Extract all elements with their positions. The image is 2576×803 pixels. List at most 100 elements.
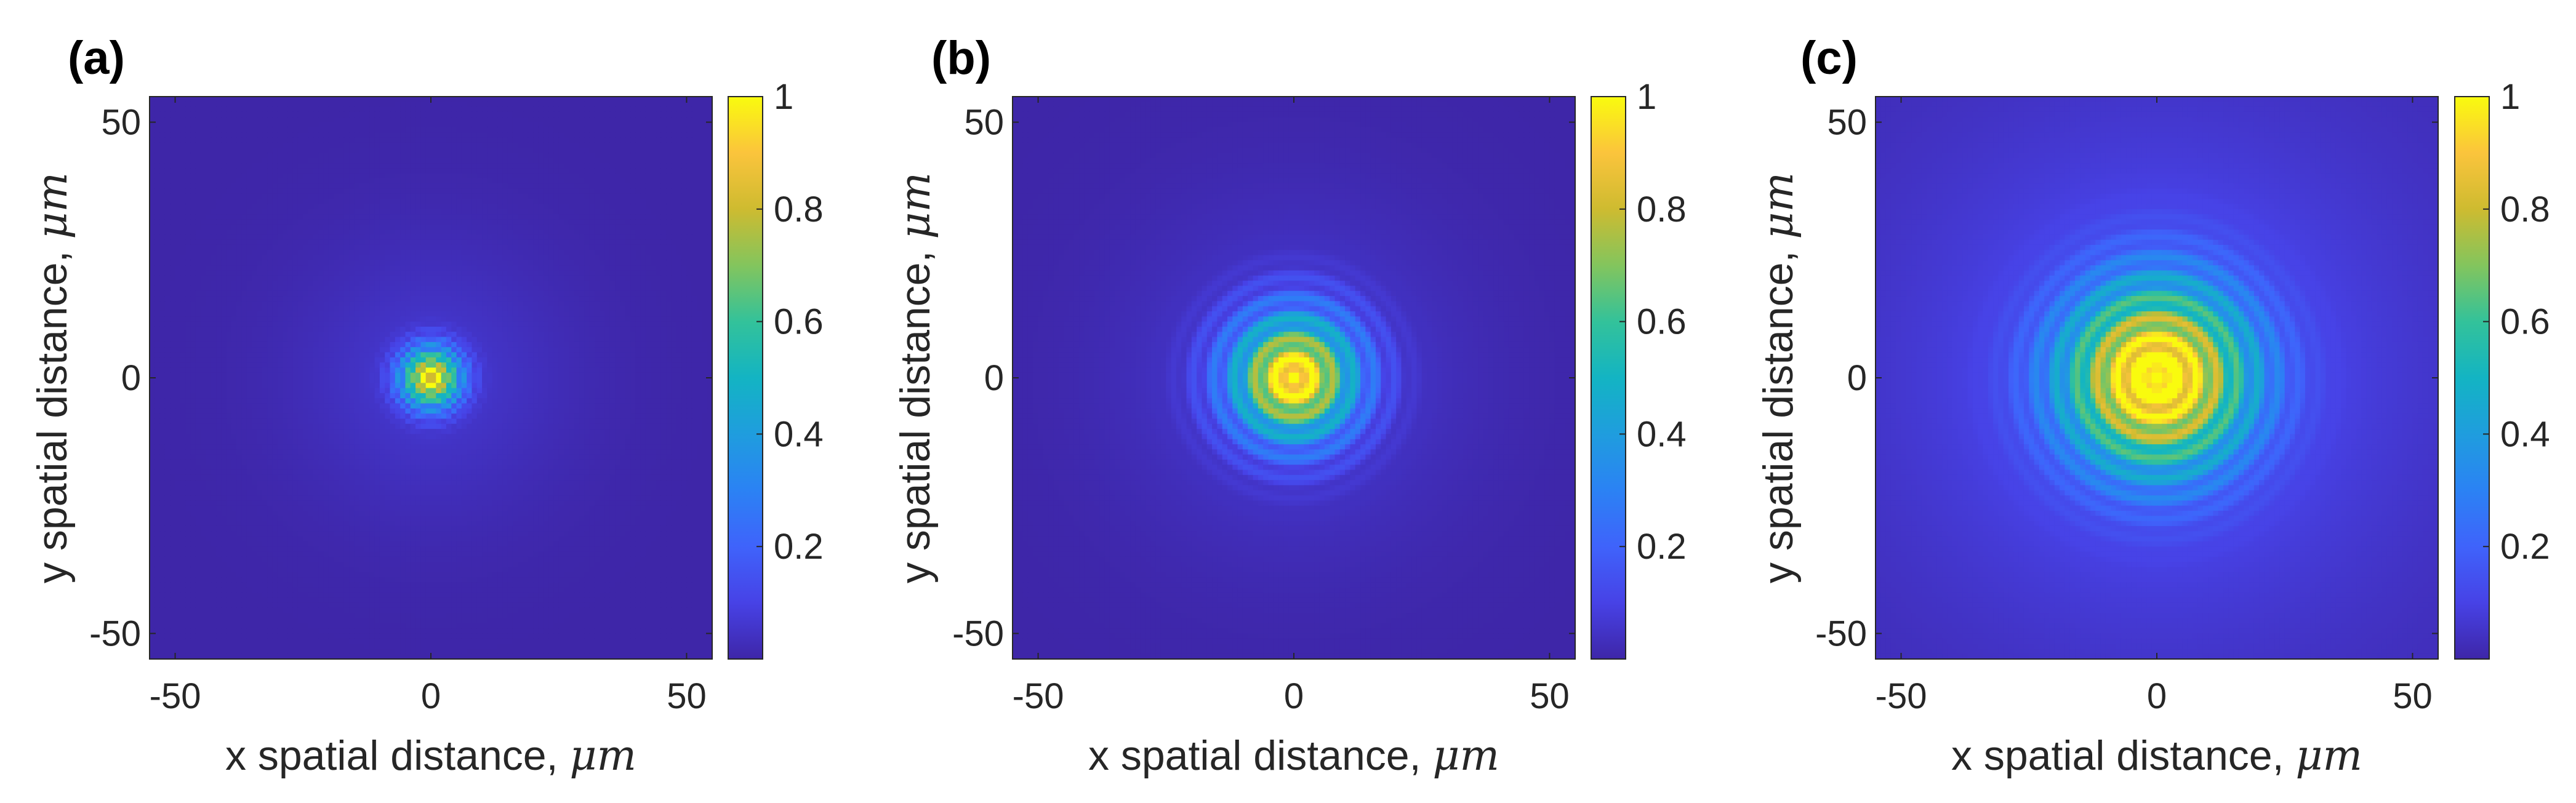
heatmap-cell [589,137,595,143]
heatmap-cell [528,173,534,179]
heatmap-cell [231,230,237,235]
heatmap-cell [374,270,380,276]
heatmap-cell [681,106,688,113]
heatmap-cell [334,301,340,307]
heatmap-cell [543,234,549,241]
heatmap-cell [507,230,513,235]
heatmap-cell [446,239,452,246]
heatmap-cell [660,209,667,215]
heatmap-cell [702,168,708,174]
heatmap-cell [533,250,539,256]
heatmap-cell [666,178,672,184]
heatmap-cell [359,301,365,307]
heatmap-cell [487,183,493,190]
heatmap-cell [334,127,340,133]
heatmap-cell [523,234,529,241]
heatmap-cell [528,199,534,205]
heatmap-cell [195,97,201,102]
heatmap-cell [252,193,258,199]
heatmap-cell [231,127,237,133]
heatmap-cell [518,316,524,322]
heatmap-cell [272,193,278,199]
heatmap-cell [379,142,385,148]
heatmap-cell [236,301,243,307]
heatmap-cell [150,173,155,179]
heatmap-cell [487,316,493,322]
heatmap-cell [681,214,688,220]
heatmap-cell [615,311,621,317]
heatmap-cell [241,224,247,230]
heatmap-cell [691,230,697,235]
heatmap-cell [446,168,452,174]
heatmap-cell [221,106,227,113]
heatmap-cell [159,148,166,153]
heatmap-cell [441,275,447,281]
heatmap-cell [666,188,672,194]
heatmap-cell [292,301,299,307]
heatmap-cell [697,204,702,210]
heatmap-cell [553,244,560,250]
heatmap-cell [267,106,273,113]
heatmap-cell [272,183,278,190]
heatmap-cell [339,275,345,281]
heatmap-cell [201,321,206,327]
heatmap-cell [231,316,237,322]
heatmap-cell [441,168,447,174]
heatmap-cell [262,137,268,143]
heatmap-cell [467,132,473,138]
heatmap-cell [600,142,606,148]
heatmap-cell [349,137,355,143]
heatmap-cell [446,102,452,108]
heatmap-cell [328,137,334,143]
heatmap-cell [518,122,524,128]
heatmap-cell [543,178,549,184]
heatmap-cell [262,204,268,210]
heatmap-cell [395,168,401,174]
heatmap-cell [656,127,662,133]
heatmap-cell [257,239,263,246]
heatmap-cell [553,209,560,215]
heatmap-cell [339,173,345,179]
heatmap-cell [691,137,697,143]
heatmap-cell [313,204,319,210]
heatmap-cell [257,286,263,292]
heatmap-cell [390,204,396,210]
heatmap-cell [456,321,462,327]
heatmap-cell [630,142,636,148]
heatmap-cell [594,106,600,113]
heatmap-cell [461,188,467,194]
heatmap-cell [323,142,329,148]
heatmap-cell [609,158,616,164]
heatmap-cell [487,275,493,281]
heatmap-cell [201,265,206,271]
heatmap-cell [497,316,503,322]
heatmap-cell [579,219,585,225]
heatmap-cell [548,270,555,276]
heatmap-cell [579,178,585,184]
heatmap-cell [374,306,380,312]
heatmap-cell [308,281,314,287]
heatmap-cell [482,316,488,322]
heatmap-cell [635,286,641,292]
heatmap-cell [645,260,651,266]
heatmap-cell [482,234,488,241]
heatmap-cell [211,301,217,307]
heatmap-cell [436,111,442,118]
heatmap-cell [451,214,457,220]
heatmap-cell [548,234,555,241]
heatmap-cell [660,219,667,225]
heatmap-cell [400,178,406,184]
heatmap-cell [569,193,575,199]
heatmap-cell [420,127,427,133]
heatmap-cell [446,301,452,307]
heatmap-cell [170,168,176,174]
heatmap-cell [431,168,436,174]
heatmap-cell [354,142,360,148]
heatmap-cell [507,260,513,266]
heatmap-cell [277,204,283,210]
heatmap-cell [201,153,206,159]
heatmap-cell [441,296,447,302]
heatmap-cell [487,311,493,317]
heatmap-cell [246,188,252,194]
heatmap-cell [553,286,560,292]
